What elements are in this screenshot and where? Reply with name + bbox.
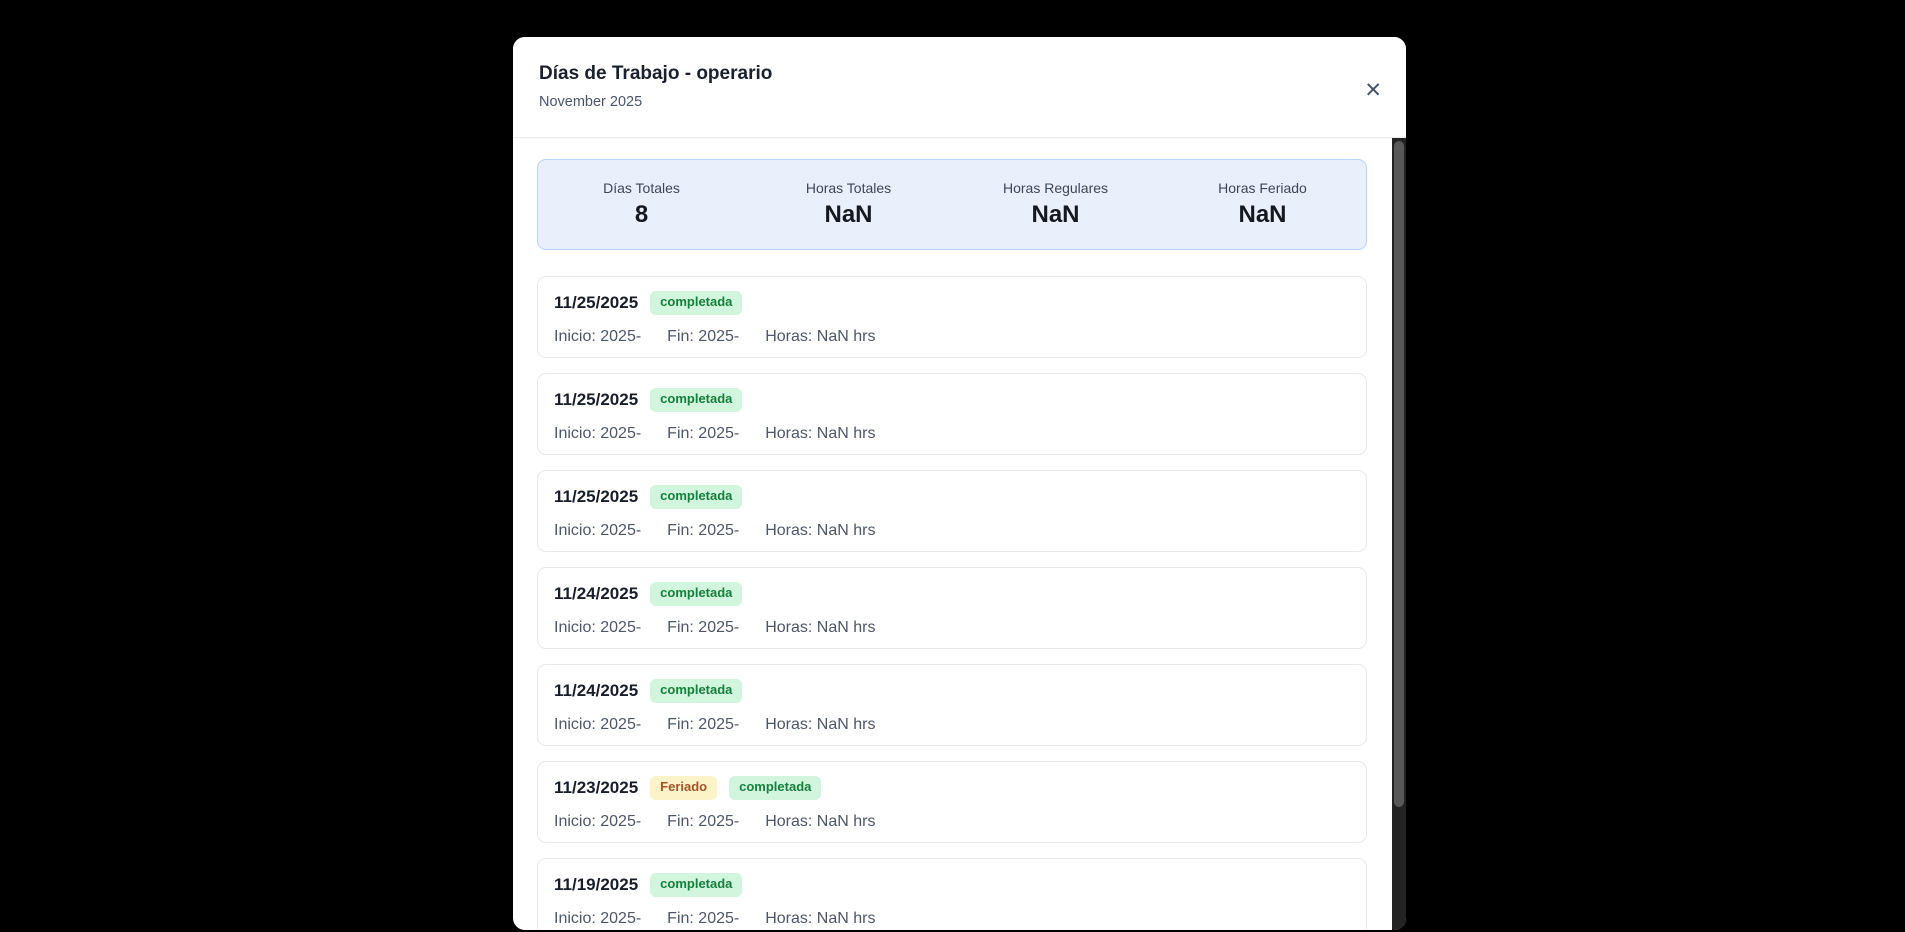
workday-detail-item: Fin: 2025- [667, 424, 740, 442]
summary-box: Días Totales 8 Horas Totales NaN Horas R… [537, 159, 1367, 250]
workday-details: Inicio: 2025- Fin: 2025- Horas: NaN hrs [554, 910, 1350, 928]
summary-stat-label: Horas Regulares [1002, 180, 1109, 196]
workday-card: 11/25/2025 completada Inicio: 2025- Fin: … [537, 373, 1367, 455]
workday-detail-item: Horas: NaN hrs [765, 715, 876, 733]
status-badge-completada: completada [650, 485, 743, 509]
modal-header: Días de Trabajo - operario November 2025… [513, 37, 1406, 138]
workday-detail-item: Fin: 2025- [667, 521, 740, 539]
workday-detail-item: Fin: 2025- [667, 715, 740, 733]
status-badge-completada: completada [650, 388, 743, 412]
workday-detail-item: Inicio: 2025- [554, 812, 642, 830]
workday-detail-item: Fin: 2025- [667, 327, 740, 345]
workday-card-header: 11/24/2025 completada [554, 679, 1350, 703]
workday-detail-item: Inicio: 2025- [554, 715, 642, 733]
status-badge-feriado: Feriado [650, 776, 718, 800]
workday-details: Inicio: 2025- Fin: 2025- Horas: NaN hrs [554, 425, 1350, 443]
scrollbar-track[interactable] [1392, 138, 1406, 930]
workdays-modal: Días de Trabajo - operario November 2025… [513, 37, 1406, 930]
status-badge-completada: completada [650, 291, 743, 315]
workday-card-header: 11/25/2025 completada [554, 485, 1350, 509]
summary-stat-value: NaN [1031, 201, 1080, 228]
status-badge-completada: completada [650, 582, 743, 606]
workday-details: Inicio: 2025- Fin: 2025- Horas: NaN hrs [554, 619, 1350, 637]
workday-card: 11/25/2025 completada Inicio: 2025- Fin: … [537, 470, 1367, 552]
modal-title: Días de Trabajo - operario [539, 63, 773, 84]
modal-subtitle: November 2025 [539, 94, 643, 110]
summary-stat: Horas Feriado NaN [1159, 180, 1366, 229]
summary-stat-label: Horas Feriado [1218, 180, 1307, 196]
workday-card-header: 11/23/2025 Feriado completada [554, 776, 1350, 800]
close-icon: ✕ [1364, 79, 1382, 102]
workday-detail-item: Inicio: 2025- [554, 424, 642, 442]
summary-stat: Horas Regulares NaN [952, 180, 1159, 229]
close-button[interactable]: ✕ [1362, 78, 1384, 103]
scrollbar-thumb[interactable] [1394, 141, 1404, 807]
workday-details: Inicio: 2025- Fin: 2025- Horas: NaN hrs [554, 328, 1350, 346]
status-badge-completada: completada [729, 776, 822, 800]
workday-card-header: 11/19/2025 completada [554, 873, 1350, 897]
summary-stat-value: NaN [824, 201, 873, 228]
summary-stat-label: Días Totales [603, 180, 680, 196]
status-badge-completada: completada [650, 679, 743, 703]
workday-card: 11/24/2025 completada Inicio: 2025- Fin: … [537, 567, 1367, 649]
workday-detail-item: Fin: 2025- [667, 909, 740, 927]
workday-card: 11/24/2025 completada Inicio: 2025- Fin: … [537, 664, 1367, 746]
workday-detail-item: Fin: 2025- [667, 618, 740, 636]
status-badge-completada: completada [650, 873, 743, 897]
workday-detail-item: Horas: NaN hrs [765, 812, 876, 830]
summary-stat-label: Horas Totales [805, 180, 892, 196]
workday-detail-item: Fin: 2025- [667, 812, 740, 830]
workday-date: 11/24/2025 [554, 680, 639, 700]
workday-detail-item: Horas: NaN hrs [765, 521, 876, 539]
workday-details: Inicio: 2025- Fin: 2025- Horas: NaN hrs [554, 522, 1350, 540]
summary-stat: Horas Totales NaN [745, 180, 952, 229]
workday-detail-item: Inicio: 2025- [554, 909, 642, 927]
workday-details: Inicio: 2025- Fin: 2025- Horas: NaN hrs [554, 716, 1350, 734]
workday-detail-item: Inicio: 2025- [554, 327, 642, 345]
workday-detail-item: Horas: NaN hrs [765, 618, 876, 636]
workday-date: 11/19/2025 [554, 874, 639, 894]
workday-date: 11/25/2025 [554, 292, 639, 312]
workday-date: 11/25/2025 [554, 486, 639, 506]
workday-card-header: 11/24/2025 completada [554, 582, 1350, 606]
workday-card: 11/19/2025 completada Inicio: 2025- Fin: … [537, 858, 1367, 930]
workday-detail-item: Inicio: 2025- [554, 521, 642, 539]
summary-stat-value: NaN [1238, 201, 1287, 228]
modal-body: Días Totales 8 Horas Totales NaN Horas R… [513, 138, 1392, 930]
workday-date: 11/23/2025 [554, 777, 639, 797]
workday-date: 11/24/2025 [554, 583, 639, 603]
workdays-list: 11/25/2025 completada Inicio: 2025- Fin: … [537, 276, 1367, 930]
workday-card: 11/23/2025 Feriado completada Inicio: 202… [537, 761, 1367, 843]
workday-detail-item: Horas: NaN hrs [765, 909, 876, 927]
workday-card-header: 11/25/2025 completada [554, 291, 1350, 315]
workday-detail-item: Horas: NaN hrs [765, 424, 876, 442]
summary-stat-value: 8 [634, 201, 649, 228]
workday-card-header: 11/25/2025 completada [554, 388, 1350, 412]
workday-details: Inicio: 2025- Fin: 2025- Horas: NaN hrs [554, 813, 1350, 831]
summary-stat: Días Totales 8 [538, 180, 745, 229]
workday-detail-item: Horas: NaN hrs [765, 327, 876, 345]
workday-card: 11/25/2025 completada Inicio: 2025- Fin: … [537, 276, 1367, 358]
workday-date: 11/25/2025 [554, 389, 639, 409]
workday-detail-item: Inicio: 2025- [554, 618, 642, 636]
